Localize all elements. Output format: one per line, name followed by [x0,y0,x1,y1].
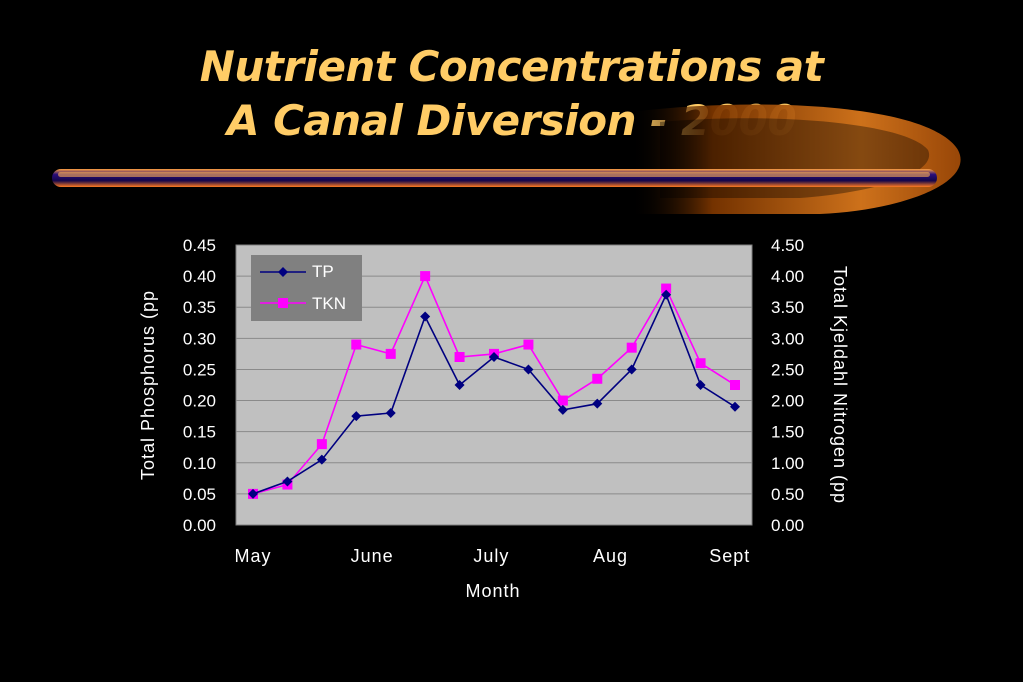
x-axis-title: Month [465,581,520,601]
tkn-point [385,348,396,359]
tkn-point [592,373,603,384]
right-tick-label: 0.00 [771,516,804,535]
tp-point [557,404,568,415]
left-tick-label: 0.00 [183,516,216,535]
tp-point [489,352,499,362]
tkn-point [523,339,534,350]
tp-point [454,380,465,390]
right-tick-label: 3.00 [771,329,804,348]
tp-point [730,401,740,412]
left-tick-label: 0.25 [183,360,216,379]
tkn-point [420,271,431,282]
tkn-point [351,339,362,350]
legend-tkn-marker [278,298,288,308]
left-tick-label: 0.05 [183,485,216,504]
series-tp [248,289,740,499]
left-tick-label: 0.35 [183,298,216,317]
left-tick-label: 0.20 [183,392,216,411]
tkn-point [626,342,637,353]
tp-point [695,380,706,390]
tkn-point [661,283,672,294]
legend-tp-marker [278,267,288,277]
right-tick-label: 4.00 [771,267,804,286]
tp-point [385,408,396,418]
tkn-point [557,395,568,406]
left-tick-label: 0.30 [183,329,216,348]
right-axis-ticks: 4.50 4.00 3.50 3.00 2.50 2.00 1.50 1.00 0.50 0.00 [771,236,804,535]
left-tick-label: 0.45 [183,236,216,255]
right-tick-label: 1.50 [771,423,804,442]
tp-point [592,398,603,409]
x-tick-label: July [473,546,509,566]
legend-box [251,255,362,321]
tp-point [351,411,362,422]
left-axis-title: Total Phosphorus (pp [138,290,158,480]
x-tick-label: May [234,546,271,566]
tp-point [420,311,431,322]
legend-tkn-label: TKN [312,294,346,313]
x-tick-label: Sept [709,546,750,566]
right-axis-title: Total Kjeldahl Nitrogen (pp [830,266,850,504]
right-tick-label: 2.00 [771,392,804,411]
legend: TP TKN [251,255,362,321]
left-tick-label: 0.40 [183,267,216,286]
right-tick-label: 1.00 [771,454,804,473]
x-tick-label: June [351,546,394,566]
tp-point [316,454,327,465]
header-swoosh [52,104,961,214]
left-tick-label: 0.10 [183,454,216,473]
tkn-point [695,358,706,369]
right-tick-label: 4.50 [771,236,804,255]
tkn-point [454,352,465,362]
tp-point [248,488,258,499]
tkn-point [316,439,327,450]
x-tick-label: Aug [593,546,628,566]
legend-tp-label: TP [312,262,334,281]
tp-point [523,364,534,375]
title-line-1: Nutrient Concentrations at [199,42,824,91]
right-tick-label: 2.50 [771,360,804,379]
right-tick-label: 0.50 [771,485,804,504]
tp-point [626,364,637,375]
right-tick-label: 3.50 [771,298,804,317]
left-axis-ticks: 0.45 0.40 0.35 0.30 0.25 0.20 0.15 0.10 0.05 0.00 [183,236,216,535]
tp-point [282,476,293,487]
tkn-point [730,380,740,390]
x-axis-ticks: May June July Aug Sept [234,546,750,566]
tp-point [661,289,672,300]
left-tick-label: 0.15 [183,423,216,442]
